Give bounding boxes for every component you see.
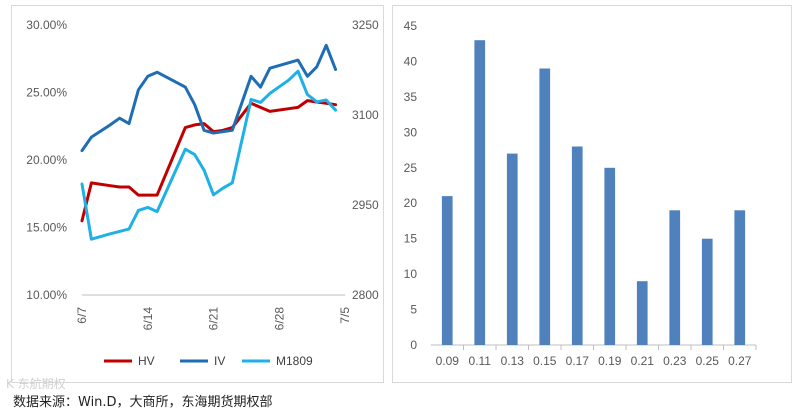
bar-chart-panel: 0 5 10 15 20 25 30 35 40 45 0.09 0.11 0.13 0.15 0.17 0.…: [392, 5, 792, 383]
right-axis-tick-label: 2950: [352, 198, 379, 212]
bar-0.09: [441, 196, 453, 345]
bar-0.21: [636, 281, 648, 345]
y-axis-tick-label: 25: [404, 161, 418, 175]
left-axis-tick-label: 25.00%: [26, 86, 67, 100]
series-line-m1809: [80, 69, 338, 241]
x-axis-tick-label: 0.11: [469, 354, 492, 368]
bar-0.19: [604, 167, 616, 345]
x-axis-tick-label: 0.13: [501, 354, 525, 368]
x-axis-tick-label: 0.25: [696, 354, 720, 368]
bar-0.25: [701, 238, 713, 345]
bar-0.17: [571, 146, 583, 345]
series-line-iv: [80, 43, 338, 153]
x-axis-tick-label: 0.27: [728, 354, 752, 368]
bar-0.23: [669, 210, 681, 345]
legend-label-iv: IV: [214, 354, 225, 368]
watermark-text: K 东航期权: [6, 377, 66, 391]
y-axis-tick-label: 20: [404, 196, 418, 210]
source-note: 数据来源：Win.D，大商所，东海期货期权部: [13, 395, 273, 410]
x-axis-tick-label: 0.17: [566, 354, 590, 368]
bar-0.15: [539, 68, 551, 345]
x-axis-tick-label: 0.19: [598, 354, 622, 368]
bar-0.11: [474, 40, 486, 345]
x-axis-tick-label: 6/28: [272, 307, 286, 331]
left-axis-tick-label: 10.00%: [26, 288, 67, 302]
left-axis-tick-label: 20.00%: [26, 153, 67, 167]
x-axis-tick-label: 6/21: [207, 307, 221, 331]
right-axis-tick-label: 3250: [352, 18, 379, 32]
y-axis-tick-label: 0: [410, 338, 417, 352]
x-axis-tick-label: 0.23: [663, 354, 687, 368]
x-axis-tick-label: 0.15: [533, 354, 557, 368]
left-axis-tick-label: 30.00%: [26, 18, 67, 32]
right-axis-tick-label: 2800: [352, 288, 379, 302]
bar-0.13: [506, 153, 518, 345]
x-axis-tick-label: 7/5: [338, 307, 352, 324]
bar-chart: 0 5 10 15 20 25 30 35 40 45 0.09 0.11 0.13 0.15 0.17 0.…: [404, 19, 757, 368]
x-axis-tick-label: 6/7: [75, 307, 89, 324]
y-axis-tick-label: 45: [404, 19, 418, 33]
y-axis-tick-label: 35: [404, 90, 418, 104]
x-axis-tick-label: 0.21: [631, 354, 655, 368]
x-axis-tick-label: 6/14: [141, 307, 155, 331]
y-axis-tick-label: 15: [404, 232, 418, 246]
y-axis-tick-label: 5: [410, 303, 417, 317]
left-axis-tick-label: 15.00%: [26, 221, 67, 235]
line-chart: 10.00% 15.00% 20.00% 25.00% 30.00% 2800 2950 31…: [26, 18, 379, 368]
bar-0.27: [734, 210, 746, 345]
y-axis-tick-label: 40: [404, 54, 418, 68]
legend-label-m1809: M1809: [276, 354, 313, 368]
line-chart-panel: 10.00% 15.00% 20.00% 25.00% 30.00% 2800 2950 31…: [11, 5, 384, 383]
y-axis-tick-label: 30: [404, 125, 418, 139]
legend-label-hv: HV: [138, 354, 155, 368]
x-axis-tick-label: 0.09: [436, 354, 460, 368]
y-axis-tick-label: 10: [404, 267, 418, 281]
right-axis-tick-label: 3100: [352, 108, 379, 122]
